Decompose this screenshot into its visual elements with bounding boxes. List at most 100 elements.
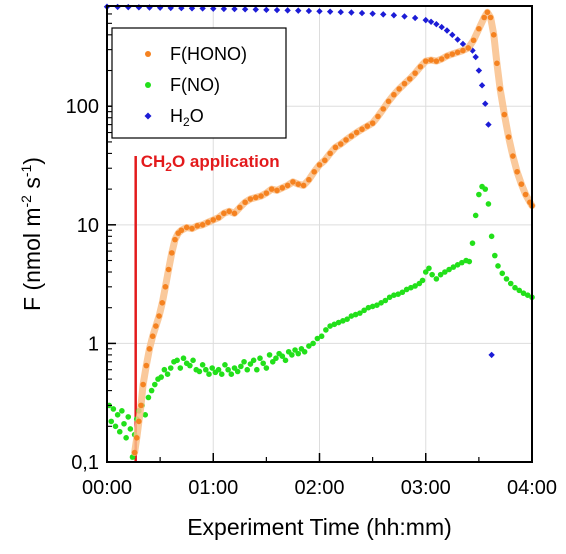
data-point-f-hono (311, 168, 317, 175)
data-point-f-no (472, 212, 479, 219)
data-point-f-no (507, 280, 514, 287)
data-point-h2o (146, 4, 153, 11)
data-point-f-no (395, 291, 401, 297)
data-point-f-no (369, 303, 376, 310)
data-point-f-hono (497, 86, 503, 92)
data-point-f-no (187, 362, 193, 369)
data-point-f-no (488, 233, 495, 240)
data-point-f-no (142, 412, 149, 418)
data-point-f-hono (364, 123, 371, 129)
data-point-f-no (263, 365, 270, 371)
data-point-f-hono (465, 45, 472, 51)
data-point-f-no (254, 366, 260, 373)
data-point-f-no (244, 366, 251, 373)
data-point-f-no (391, 292, 397, 298)
data-point-f-no (125, 414, 132, 420)
data-point-f-hono (237, 204, 243, 211)
data-point-h2o (438, 23, 445, 31)
data-point-f-hono (522, 191, 529, 198)
data-point-f-no (190, 357, 196, 364)
data-point-f-hono (146, 346, 153, 352)
data-point-f-no (454, 262, 461, 268)
data-point-f-hono (140, 381, 146, 388)
x-tick-label: 02:00 (294, 477, 344, 499)
legend-marker (145, 51, 151, 57)
data-point-f-hono (348, 133, 355, 139)
data-point-f-hono (407, 76, 413, 82)
data-point-h2o (488, 351, 495, 359)
data-point-f-hono (162, 284, 169, 290)
data-point-f-no (238, 363, 244, 370)
data-point-f-hono (510, 153, 516, 159)
data-point-h2o (167, 4, 174, 12)
data-point-f-hono (165, 266, 172, 273)
data-point-h2o (411, 14, 419, 22)
data-point-f-no (206, 371, 212, 377)
data-point-f-hono (505, 134, 512, 140)
data-point-f-hono (369, 120, 376, 126)
data-point-h2o (401, 13, 408, 20)
data-point-f-no (158, 374, 164, 380)
x-tick-label: 00:00 (82, 477, 132, 499)
data-point-f-hono (422, 58, 429, 64)
data-point-f-hono (242, 199, 248, 206)
data-point-h2o (326, 8, 334, 15)
data-point-h2o (369, 10, 376, 17)
data-point-f-no (152, 381, 158, 388)
data-point-f-no (327, 323, 333, 329)
data-point-f-hono (428, 57, 434, 63)
data-point-f-hono (178, 227, 185, 234)
data-point-h2o (125, 3, 132, 11)
data-point-f-hono (143, 362, 150, 369)
data-point-f-no (403, 286, 410, 293)
data-point-f-hono (481, 14, 487, 21)
data-point-f-no (492, 252, 498, 259)
data-point-f-no (429, 271, 435, 278)
data-point-f-hono (484, 9, 491, 16)
data-point-f-hono (460, 47, 466, 54)
x-tick-label: 01:00 (188, 477, 238, 499)
data-point-f-no (119, 408, 125, 414)
data-point-f-no (273, 355, 279, 362)
data-point-h2o (263, 6, 270, 14)
data-point-f-hono (156, 313, 162, 319)
data-point-f-no (419, 277, 426, 284)
legend-label: F(NO) (170, 75, 220, 95)
data-point-f-no (209, 365, 215, 371)
data-point-f-hono (183, 224, 190, 231)
data-point-f-no (260, 360, 266, 367)
data-point-f-no (437, 271, 444, 278)
data-point-h2o (358, 9, 366, 17)
data-point-f-no (292, 347, 298, 353)
data-point-f-no (433, 276, 440, 282)
data-point-f-hono (343, 137, 349, 143)
data-point-f-no (247, 361, 254, 367)
data-point-f-no (164, 371, 171, 377)
legend-label: H2O (170, 106, 204, 129)
legend-label: F(HONO) (170, 44, 247, 64)
data-point-h2o (273, 6, 281, 14)
data-point-f-no (499, 270, 506, 277)
data-point-f-hono (454, 49, 461, 56)
data-point-f-no (306, 343, 312, 349)
data-point-f-no (382, 297, 389, 304)
data-point-h2o (482, 100, 489, 107)
data-point-f-no (361, 307, 367, 314)
data-point-f-no (399, 289, 406, 296)
data-point-f-no (412, 283, 418, 289)
data-point-f-no (295, 350, 302, 357)
data-point-f-no (196, 368, 203, 375)
data-point-f-no (301, 348, 308, 355)
data-point-f-no (344, 316, 350, 323)
y-tick-labels: 0,1 1 10 100 (66, 96, 99, 474)
data-point-h2o (380, 11, 387, 18)
data-point-f-hono (380, 106, 387, 112)
y-tick-label: 100 (66, 96, 99, 118)
data-point-f-no (503, 276, 510, 282)
data-point-f-hono (279, 185, 286, 191)
y-tick-label: 0,1 (71, 452, 99, 474)
data-point-f-hono (391, 91, 397, 98)
data-point-f-no (524, 292, 531, 298)
data-point-f-no (352, 311, 359, 318)
